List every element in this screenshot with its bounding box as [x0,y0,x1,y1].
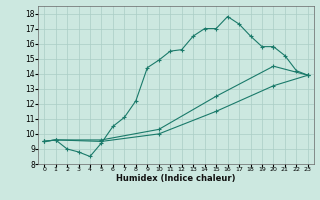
X-axis label: Humidex (Indice chaleur): Humidex (Indice chaleur) [116,174,236,183]
